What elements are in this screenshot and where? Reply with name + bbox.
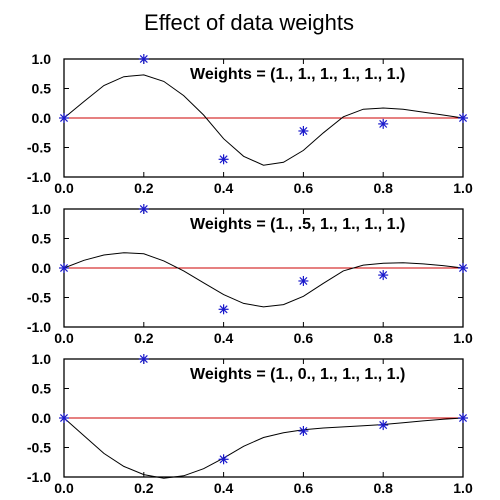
weights-annotation: Weights = (1., .5, 1., 1., 1., 1.) [190, 216, 405, 233]
x-tick-label: 0.2 [134, 330, 154, 346]
y-tick-label: -1.0 [27, 169, 51, 185]
panel-1: 0.0 0.2 0.4 0.6 0.8 1.0 1.0 0.5 0.0 -0.5 -1.0 Weigh… [27, 51, 473, 196]
fit-curve [63, 252, 464, 308]
x-tick-label: 0.0 [54, 330, 74, 346]
data-point [378, 270, 389, 281]
data-point [378, 118, 389, 129]
x-tick-label: 1.0 [453, 180, 473, 196]
chart-title: Effect of data weights [144, 10, 354, 35]
data-point [458, 113, 468, 123]
x-tick-label: 0.6 [294, 180, 314, 196]
x-tick-label: 0.4 [214, 480, 234, 496]
x-tick-label: 0.6 [294, 480, 314, 496]
y-tick-label: -0.5 [27, 140, 51, 156]
x-tick-label: 0.2 [134, 180, 154, 196]
y-tick-label: 0.0 [32, 260, 52, 276]
data-point [218, 304, 229, 315]
data-point [59, 413, 69, 423]
y-tick-label: -0.5 [27, 290, 51, 306]
data-point [138, 204, 149, 214]
data-point [458, 263, 468, 273]
y-tick-label: 1.0 [32, 51, 52, 67]
y-tick-label: 0.5 [32, 381, 52, 397]
data-point [298, 425, 309, 436]
y-tick-label: -1.0 [27, 319, 51, 335]
panel-3: 0.0 0.2 0.4 0.6 0.8 1.0 1.0 0.5 0.0 -0.5 -1.0 Weigh… [27, 351, 473, 496]
x-tick-label: 0.8 [373, 330, 393, 346]
y-tick-label: -1.0 [27, 469, 51, 485]
data-point [298, 125, 309, 136]
data-point [59, 113, 69, 123]
data-point [218, 454, 229, 465]
fit-curve [63, 417, 464, 479]
x-tick-label: 0.4 [214, 180, 234, 196]
data-point [218, 154, 229, 165]
chart-panels: 0.0 0.2 0.4 0.6 0.8 1.0 1.0 0.5 0.0 -0.5 -1.0 Weigh… [27, 51, 473, 496]
x-tick-label: 0.0 [54, 480, 74, 496]
y-tick-label: 0.0 [32, 410, 52, 426]
y-tick-label: 1.0 [32, 201, 52, 217]
x-tick-label: 0.4 [214, 330, 234, 346]
data-point [138, 54, 149, 64]
data-point [138, 354, 149, 364]
y-tick-label: 0.5 [32, 231, 52, 247]
panel-2: 0.0 0.2 0.4 0.6 0.8 1.0 1.0 0.5 0.0 -0.5 -1.0 Weigh… [27, 201, 473, 346]
x-tick-label: 1.0 [453, 330, 473, 346]
x-tick-label: 0.0 [54, 180, 74, 196]
x-tick-label: 0.8 [373, 480, 393, 496]
data-point [59, 263, 69, 273]
x-tick-label: 0.8 [373, 180, 393, 196]
x-tick-label: 0.6 [294, 330, 314, 346]
fit-curve [63, 74, 464, 166]
y-tick-label: 0.0 [32, 110, 52, 126]
x-tick-label: 0.2 [134, 480, 154, 496]
y-tick-label: -0.5 [27, 440, 51, 456]
y-tick-label: 1.0 [32, 351, 52, 367]
weights-annotation: Weights = (1., 0., 1., 1., 1., 1.) [190, 366, 405, 383]
data-point [458, 413, 468, 423]
data-point [298, 275, 309, 286]
y-tick-label: 0.5 [32, 81, 52, 97]
data-point [378, 420, 389, 431]
x-tick-label: 1.0 [453, 480, 473, 496]
weights-annotation: Weights = (1., 1., 1., 1., 1., 1.) [190, 66, 405, 83]
